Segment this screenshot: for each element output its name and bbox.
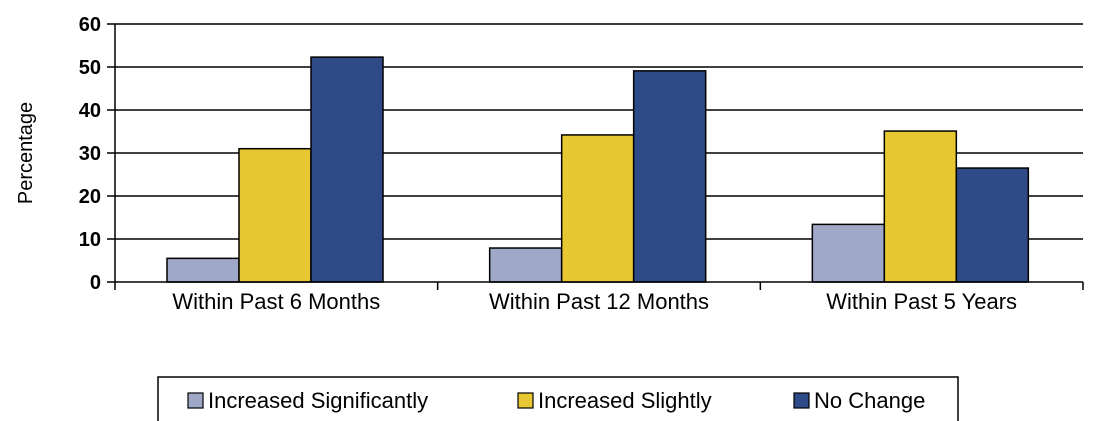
- x-tick-label: Within Past 12 Months: [489, 289, 709, 314]
- legend-label: Increased Slightly: [538, 388, 712, 413]
- y-axis-title: Percentage: [15, 102, 37, 204]
- y-tick-label: 50: [79, 57, 101, 79]
- legend-label: Increased Significantly: [208, 388, 428, 413]
- y-tick-label: 40: [79, 100, 101, 122]
- y-tick-label: 20: [79, 186, 101, 208]
- bar: [238, 147, 312, 283]
- bar: [488, 247, 563, 283]
- y-tick-label: 0: [90, 272, 101, 294]
- bar: [811, 223, 886, 283]
- bar: [632, 70, 707, 283]
- bar: [166, 257, 240, 283]
- legend-box: [157, 376, 959, 421]
- legend-swatch: [517, 392, 534, 409]
- y-tick-labels: 0 10 20 30 40 50 60: [79, 14, 101, 294]
- x-tick-label: Within Past 6 Months: [172, 289, 380, 314]
- legend: Increased Significantly Increased Slightl…: [157, 376, 959, 421]
- x-tick-label: Within Past 5 Years: [826, 289, 1017, 314]
- x-tick-labels: Within Past 6 Months Within Past 12 Month…: [172, 289, 1017, 314]
- bars: [166, 56, 1030, 283]
- bar: [310, 56, 384, 283]
- axes: [107, 23, 1084, 290]
- bar: [560, 134, 635, 283]
- legend-label: No Change: [814, 388, 925, 413]
- y-tick-label: 60: [79, 14, 101, 36]
- y-tick-label: 10: [79, 229, 101, 251]
- legend-swatch: [793, 392, 810, 409]
- y-tick-label: 30: [79, 143, 101, 165]
- bar: [955, 167, 1030, 283]
- legend-swatch: [187, 392, 204, 409]
- bar: [883, 130, 958, 283]
